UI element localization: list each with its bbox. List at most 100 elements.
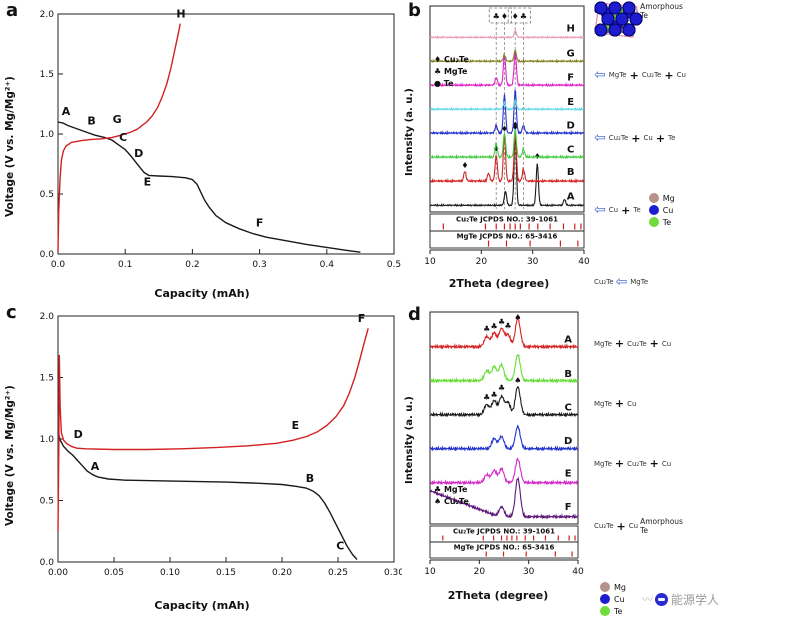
unit-cell-mgte: MgTe	[594, 2, 638, 468]
structure-label: Cu	[661, 459, 672, 468]
svg-text:1.0: 1.0	[40, 435, 55, 445]
svg-text:1.5: 1.5	[40, 70, 54, 80]
panel-c-label: c	[6, 302, 17, 323]
svg-text:0.2: 0.2	[185, 260, 199, 270]
panel-a-chart: 0.0 0.1 0.2 0.3 0.4 0.5 0.0 0.5 1.0 1.5 2.0 A B CD E F G…	[40, 8, 401, 270]
cu-cluster: Cu	[594, 1, 643, 214]
svg-text:0.0: 0.0	[40, 250, 55, 260]
cu-atom-icon	[648, 205, 659, 215]
panel-d: d Intensity (a. u.) F E D C ♣ ♣ ♣ ♠ B A ♣ ♣ ♣ ♣ ♠ ♣ MgT…	[404, 304, 590, 618]
svg-text:E: E	[565, 468, 572, 479]
svg-text:G: G	[567, 49, 575, 60]
svg-text:♣ MgTe: ♣ MgTe	[434, 485, 468, 494]
xrd-series-G	[429, 49, 585, 64]
panel-d-xlabel: 2Theta (degree)	[447, 589, 549, 602]
svg-text:E: E	[292, 419, 300, 432]
svg-text:0.15: 0.15	[216, 568, 236, 578]
watermark-text: 能源学人	[670, 592, 719, 607]
legend-item-mg: Mg	[648, 193, 675, 203]
panel-b-ylabel: Intensity (a. u.)	[404, 88, 415, 176]
unit-cell-te: Te	[594, 2, 675, 142]
svg-text:Cu₂Te JCPDS NO.: 39-1061: Cu₂Te JCPDS NO.: 39-1061	[453, 528, 555, 536]
svg-text:0.10: 0.10	[160, 568, 180, 578]
svg-text:40: 40	[572, 567, 584, 577]
cu-cluster: Cu	[594, 1, 643, 530]
panel-a-label: a	[6, 0, 19, 21]
svg-text:0.5: 0.5	[40, 190, 54, 200]
svg-text:0.5: 0.5	[387, 260, 401, 270]
structure-label: Cu₂Te	[641, 71, 662, 79]
hollow-arrow-icon: ⇦	[594, 130, 606, 146]
unit-cell-cu2te: Cu₂Te	[594, 2, 638, 530]
svg-text:0.0: 0.0	[51, 260, 66, 270]
xrd-series-C	[429, 386, 579, 418]
watermark-logo-icon	[654, 592, 668, 606]
plus-sign: +	[614, 457, 625, 470]
svg-text:F: F	[567, 73, 574, 84]
schematic-row: Cu₂Te ⇦ MgTe	[592, 2, 800, 290]
legend-label: Mg	[662, 193, 675, 203]
svg-text:♦: ♦	[512, 12, 519, 21]
svg-text:F: F	[358, 312, 366, 325]
svg-text:♦: ♦	[501, 124, 508, 133]
unit-cell-cu2te: Cu₂Te	[594, 2, 647, 348]
xrd-series-B	[429, 354, 579, 384]
svg-text:● Te: ● Te	[434, 79, 454, 88]
cu-cluster: Cu	[594, 1, 671, 348]
plus-sign: +	[655, 131, 666, 145]
unit-cell-te: Te	[594, 2, 641, 214]
svg-text:♣: ♣	[498, 384, 505, 393]
svg-text:D: D	[564, 436, 572, 447]
svg-text:F: F	[565, 502, 572, 513]
series-charge	[57, 23, 181, 252]
svg-text:10: 10	[424, 567, 436, 577]
plus-sign: +	[631, 131, 641, 145]
structure-label: Te	[633, 206, 641, 214]
schematic-row: MgTe + Cu₂Te + Cu	[592, 1, 800, 350]
jcpds-reference-box	[429, 541, 579, 559]
hollow-arrow-icon: ⇦	[615, 274, 628, 290]
svg-text:A: A	[567, 191, 575, 202]
schematic-row: MgTe + Cu₂Te + Cu	[592, 1, 800, 470]
cu-atom-icon	[600, 594, 610, 604]
svg-text:♣: ♣	[498, 318, 505, 327]
structure-label: Cu	[676, 71, 686, 79]
structure-label: MgTe	[608, 71, 627, 79]
panel-c-xlabel: Capacity (mAh)	[154, 599, 250, 612]
te-atom-icon	[600, 606, 610, 616]
mg-atom-icon	[648, 193, 659, 203]
plus-sign: +	[614, 397, 625, 410]
cu-cluster: Cu	[594, 1, 653, 142]
xrd-series-F	[429, 50, 585, 88]
plus-sign: +	[664, 68, 674, 82]
svg-text:0.0: 0.0	[40, 558, 55, 568]
svg-text:C: C	[564, 403, 571, 414]
legend-label: Cu	[614, 594, 625, 604]
xrd-series-D	[430, 89, 585, 136]
legend-item-te: Te	[600, 606, 626, 616]
svg-text:0.20: 0.20	[272, 568, 292, 578]
plus-sign: +	[629, 68, 639, 82]
unit-cell-mgte: MgTe	[594, 2, 638, 79]
svg-text:0.25: 0.25	[328, 568, 348, 578]
svg-text:B: B	[567, 167, 575, 178]
svg-text:2.0: 2.0	[40, 10, 55, 20]
structure-label: Cu	[608, 206, 619, 214]
panel-d-ylabel: Intensity (a. u.)	[404, 396, 415, 484]
amorphous-te-note: Amorphous Te	[640, 2, 683, 20]
panel-a-xlabel: Capacity (mAh)	[154, 287, 250, 300]
svg-text:MgTe JCPDS NO.: 65-3416: MgTe JCPDS NO.: 65-3416	[454, 544, 555, 552]
squiggle-icon: 〰	[641, 593, 653, 606]
svg-text:1.0: 1.0	[40, 130, 55, 140]
structure-label: Cu	[643, 134, 653, 142]
unit-cell-mgte: MgTe	[594, 2, 638, 408]
svg-text:0.5: 0.5	[40, 497, 54, 507]
structure-label: Cu	[628, 522, 639, 530]
svg-text:♣: ♣	[493, 12, 500, 21]
svg-text:D: D	[134, 147, 143, 160]
svg-text:Cu₂Te JCPDS NO.: 39-1061: Cu₂Te JCPDS NO.: 39-1061	[456, 216, 558, 224]
svg-text:B: B	[306, 472, 314, 485]
